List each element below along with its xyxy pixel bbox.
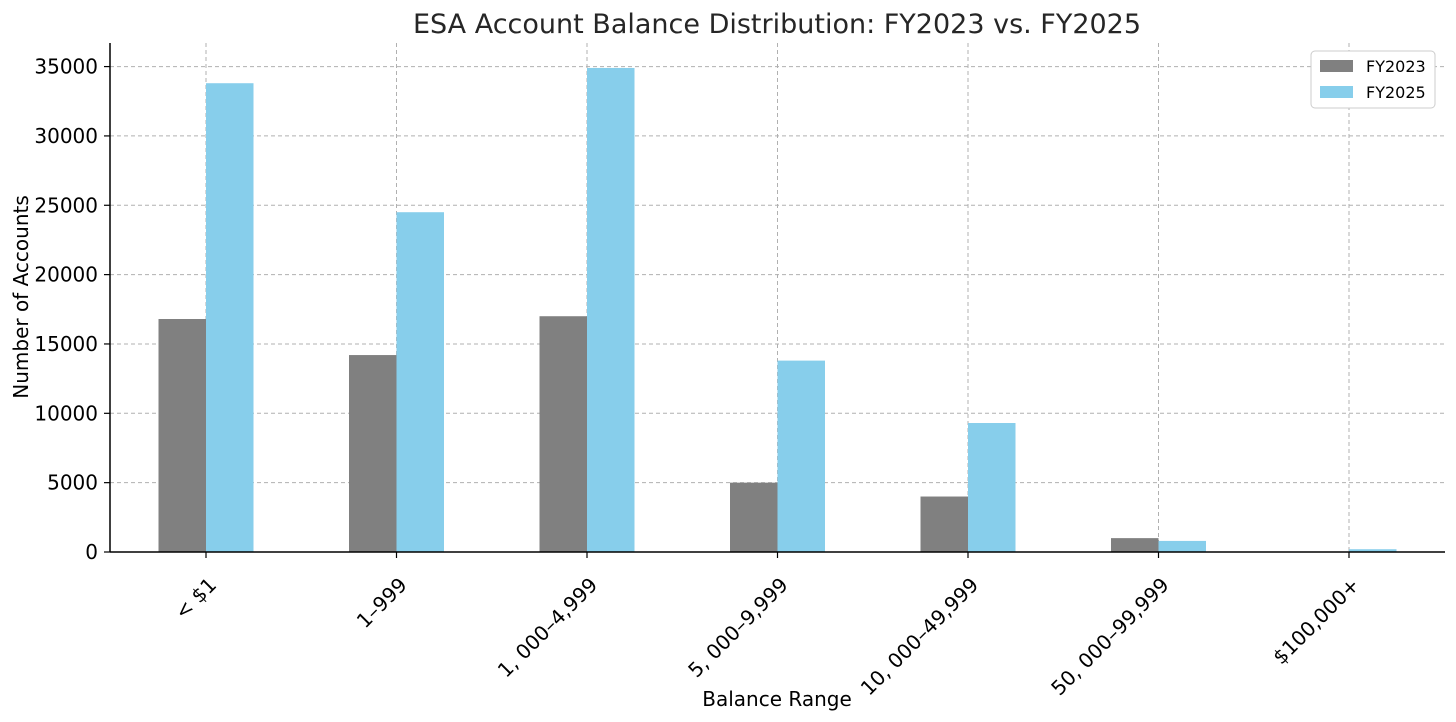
x-axis-title: Balance Range [702,687,852,711]
bars-layer [158,67,1397,553]
y-tick-label: 0 [85,540,98,564]
bar-fy2025 [587,67,635,553]
bar-fy2025 [777,360,825,552]
bar-fy2025 [396,212,444,553]
axes-layer [104,43,1445,558]
y-tick-label: 5000 [47,471,98,495]
x-tick-label: 5, 000–9,999 [683,573,793,683]
legend-swatch-fy2025 [1320,86,1353,98]
bar-fy2023 [1111,538,1159,552]
bar-fy2023 [349,355,397,552]
legend-label-fy2023: FY2023 [1366,57,1426,76]
x-tick-label: 1, 000–4,999 [493,573,603,683]
bar-fy2025 [968,423,1016,552]
bar-fy2025 [206,83,254,553]
bar-fy2025 [1158,540,1206,552]
legend-swatch-fy2023 [1320,60,1353,72]
y-tick-label: 25000 [34,193,98,217]
bar-fy2025 [1349,549,1397,552]
x-tick-label: < $1 [170,573,221,624]
x-tick-label: 10, 000–49,999 [856,573,984,701]
x-tick-label: $100,000+ [1268,573,1364,669]
y-tick-label: 35000 [34,55,98,79]
bar-fy2023 [158,318,206,552]
x-tick-label: 50, 000–99,999 [1046,573,1174,701]
y-tick-label: 30000 [34,124,98,148]
legend-label-fy2025: FY2025 [1366,83,1426,102]
y-tick-label: 20000 [34,263,98,287]
bar-fy2023 [539,316,587,552]
x-tick-label: 1–999 [352,573,412,633]
legend: FY2023 FY2025 [1310,50,1436,109]
chart-title: ESA Account Balance Distribution: FY2023… [413,9,1141,40]
y-axis-title: Number of Accounts [9,195,33,399]
bar-fy2023 [920,496,968,552]
y-tick-label: 10000 [34,401,98,425]
bar-fy2023 [730,482,778,552]
y-tick-label: 15000 [34,332,98,356]
